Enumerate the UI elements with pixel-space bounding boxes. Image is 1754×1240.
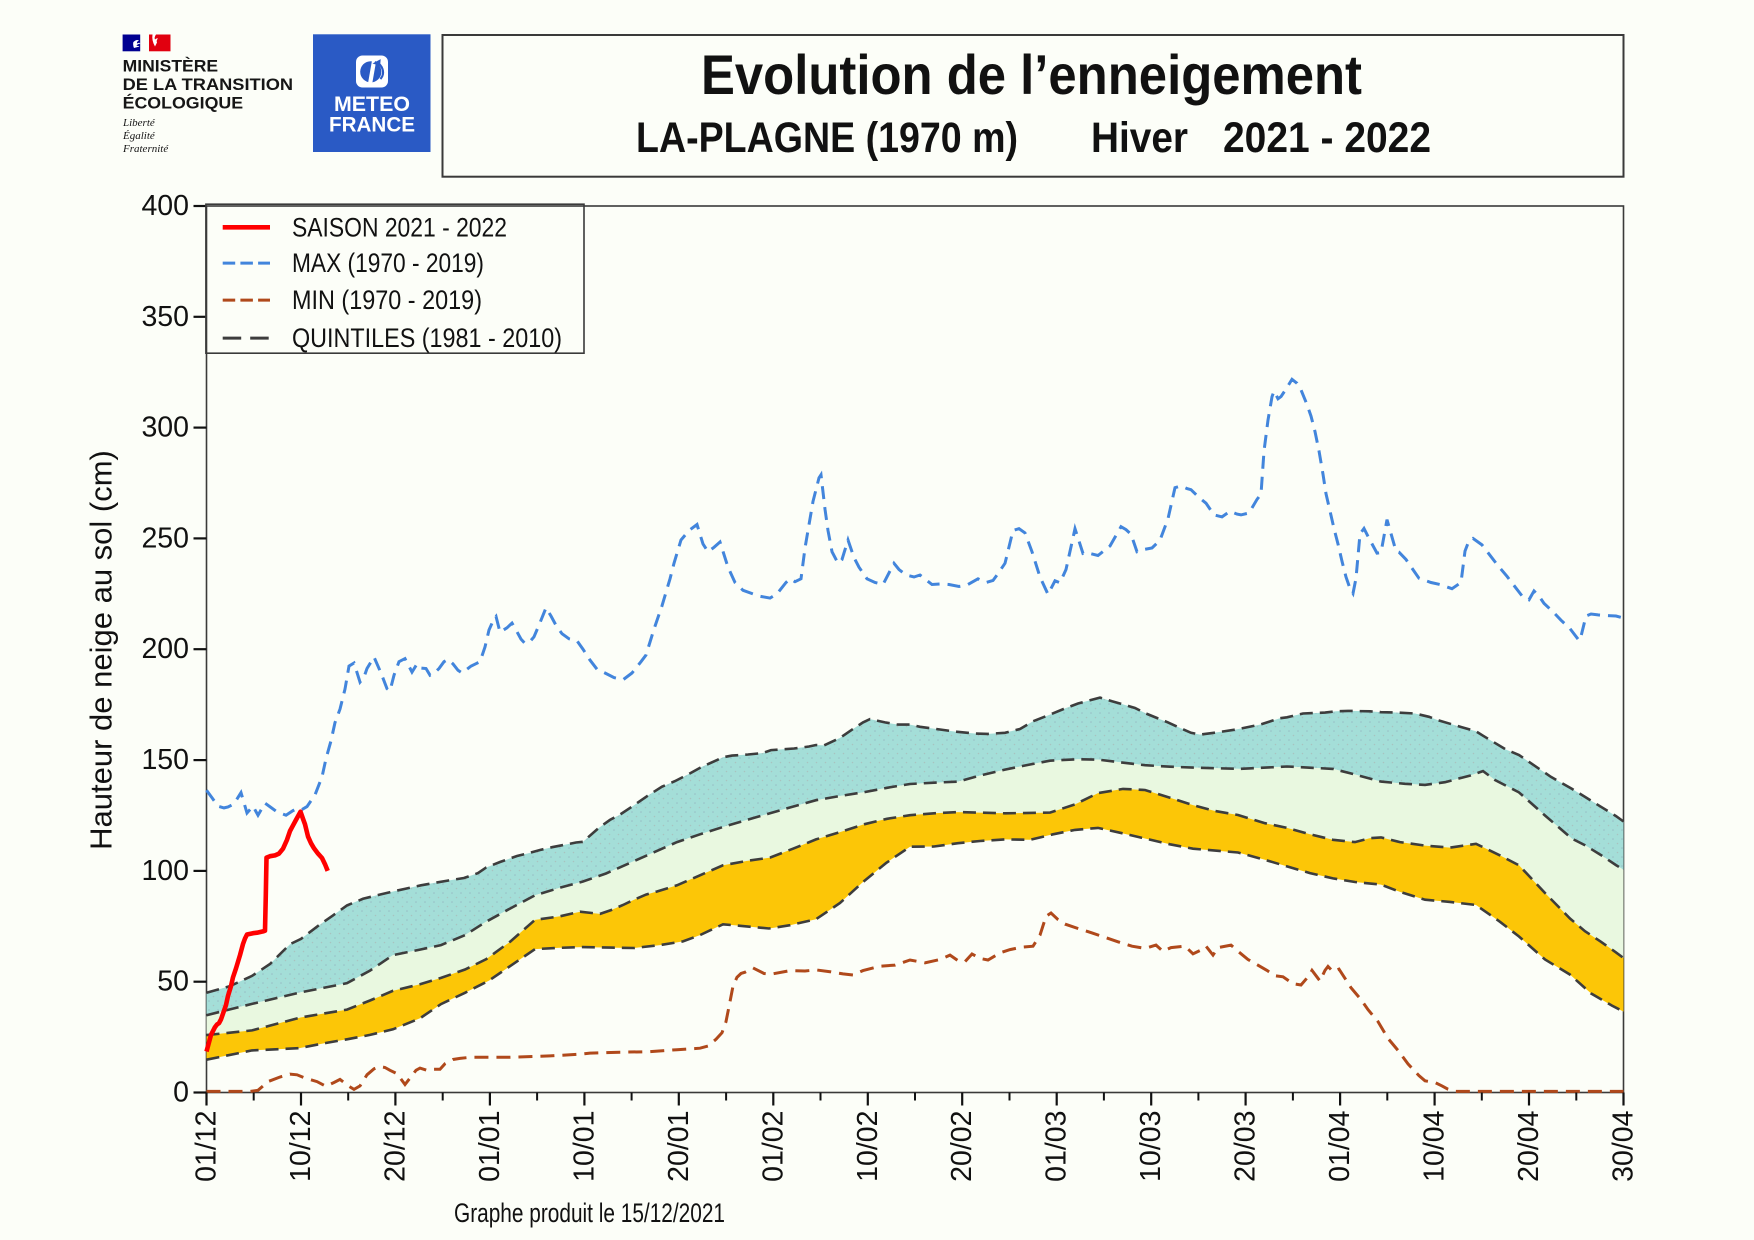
svg-text:MIN (1970 - 2019): MIN (1970 - 2019) <box>292 285 482 315</box>
svg-text:Evolution de l’enneigement: Evolution de l’enneigement <box>701 43 1362 106</box>
svg-text:01/04: 01/04 <box>1324 1110 1356 1181</box>
svg-text:SAISON 2021 - 2022: SAISON 2021 - 2022 <box>292 212 507 242</box>
svg-text:Hauteur de neige au sol (cm): Hauteur de neige au sol (cm) <box>84 450 119 850</box>
svg-text:20/03: 20/03 <box>1230 1111 1262 1182</box>
svg-text:350: 350 <box>141 301 189 333</box>
svg-text:QUINTILES (1981 - 2010): QUINTILES (1981 - 2010) <box>292 323 562 353</box>
svg-text:30/04: 30/04 <box>1608 1110 1640 1181</box>
svg-text:Fraternité: Fraternité <box>122 143 169 155</box>
svg-text:10/03: 10/03 <box>1135 1111 1167 1182</box>
svg-text:Graphe produit le 15/12/2021: Graphe produit le 15/12/2021 <box>454 1198 725 1228</box>
svg-text:150: 150 <box>141 744 189 776</box>
svg-text:FRANCE: FRANCE <box>329 113 415 137</box>
svg-text:0: 0 <box>173 1077 189 1109</box>
svg-text:Hiver: Hiver <box>1091 114 1188 162</box>
svg-text:10/02: 10/02 <box>852 1111 884 1182</box>
svg-text:01/03: 01/03 <box>1041 1111 1073 1182</box>
svg-text:01/02: 01/02 <box>757 1111 789 1182</box>
svg-text:20/12: 20/12 <box>379 1111 411 1182</box>
svg-text:MAX (1970 - 2019): MAX (1970 - 2019) <box>292 248 484 278</box>
svg-text:01/12: 01/12 <box>191 1111 223 1182</box>
svg-text:METEO: METEO <box>334 92 410 116</box>
svg-text:2021 - 2022: 2021 - 2022 <box>1223 114 1431 162</box>
svg-text:20/02: 20/02 <box>946 1111 978 1182</box>
svg-text:LA-PLAGNE (1970 m): LA-PLAGNE (1970 m) <box>636 114 1018 162</box>
svg-text:10/01: 10/01 <box>568 1111 600 1182</box>
svg-text:10/12: 10/12 <box>285 1111 317 1182</box>
svg-text:MINISTÈRE: MINISTÈRE <box>123 56 219 75</box>
svg-text:Égalité: Égalité <box>122 130 156 142</box>
svg-text:400: 400 <box>141 190 189 222</box>
svg-text:10/04: 10/04 <box>1419 1110 1451 1181</box>
svg-text:20/04: 20/04 <box>1513 1110 1545 1181</box>
svg-text:50: 50 <box>157 966 189 998</box>
svg-text:DE LA TRANSITION: DE LA TRANSITION <box>123 75 294 94</box>
svg-text:ÉCOLOGIQUE: ÉCOLOGIQUE <box>123 93 244 112</box>
svg-text:01/01: 01/01 <box>474 1111 506 1182</box>
svg-text:250: 250 <box>141 522 189 554</box>
svg-text:100: 100 <box>141 855 189 887</box>
svg-text:20/01: 20/01 <box>663 1111 695 1182</box>
svg-text:Liberté: Liberté <box>122 117 156 129</box>
svg-text:200: 200 <box>141 633 189 665</box>
svg-text:300: 300 <box>141 412 189 444</box>
